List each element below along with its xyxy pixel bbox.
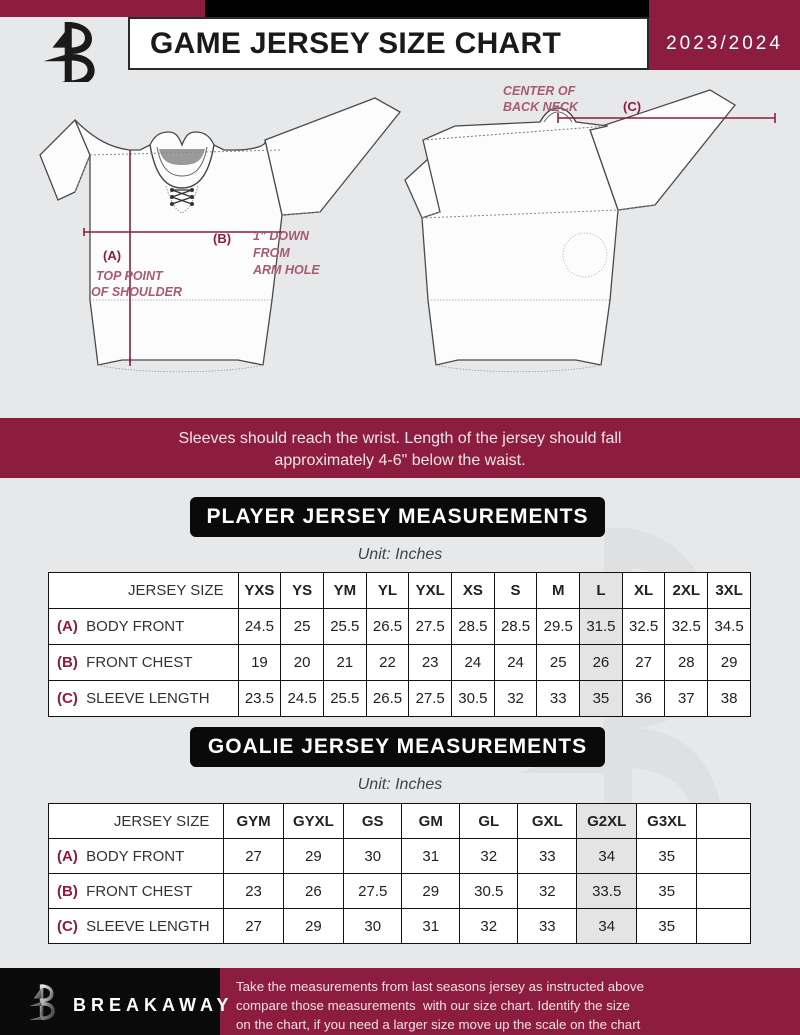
svg-text:ARM HOLE: ARM HOLE (252, 263, 320, 277)
svg-text:1" DOWN: 1" DOWN (253, 229, 310, 243)
svg-text:OF SHOULDER: OF SHOULDER (91, 285, 182, 299)
svg-text:(C): (C) (623, 99, 641, 114)
svg-text:BACK NECK: BACK NECK (503, 100, 579, 114)
svg-text:(B): (B) (213, 231, 231, 246)
svg-text:TOP POINT: TOP POINT (96, 269, 164, 283)
svg-text:FROM: FROM (253, 246, 290, 260)
svg-text:(A): (A) (103, 248, 121, 263)
svg-text:CENTER OF: CENTER OF (503, 84, 576, 98)
